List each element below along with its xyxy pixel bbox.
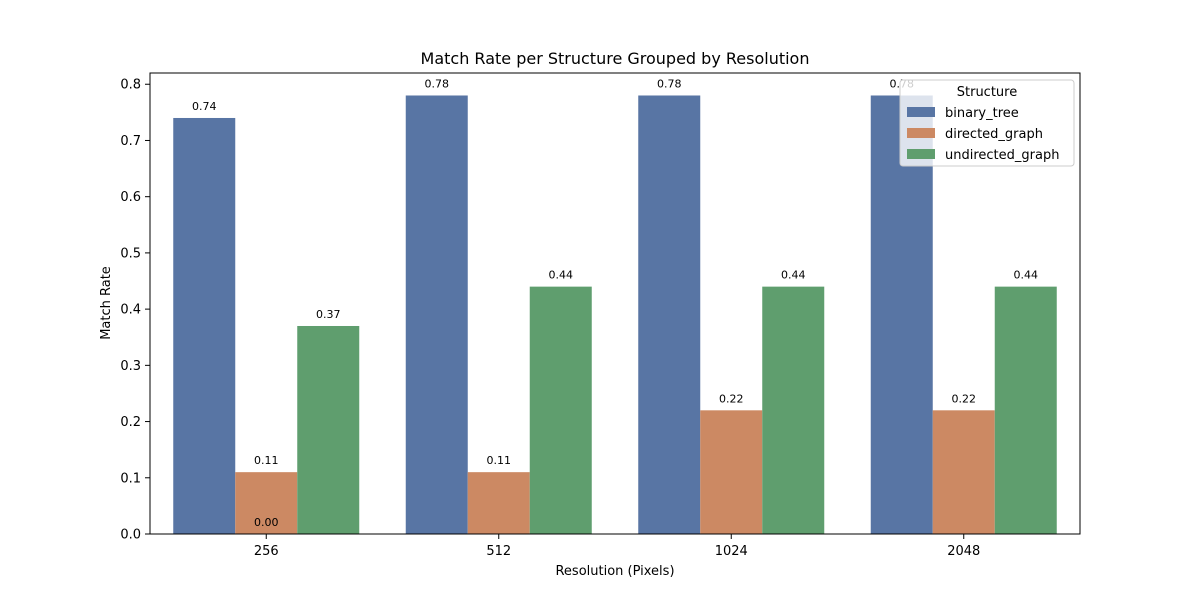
legend-swatch-undirected_graph (907, 149, 935, 159)
bar-undirected_graph-1024 (762, 286, 825, 534)
data-label-undirected_graph-256: 0.37 (316, 308, 341, 321)
legend: Structure binary_tree directed_graphundire… (899, 79, 1075, 167)
legend-swatch-directed_graph (907, 128, 935, 138)
bar-directed_graph-256 (235, 472, 298, 534)
bar-binary_tree-512 (405, 95, 468, 535)
y-tick-label: 0.5 (120, 246, 141, 261)
y-axis-label: Match Rate (99, 266, 114, 340)
data-label-undirected_graph-1024: 0.44 (781, 269, 806, 282)
y-tick-label: 0.8 (120, 78, 141, 93)
x-axis-label: Resolution (Pixels) (555, 564, 674, 579)
data-label-binary_tree-512: 0.78 (425, 77, 450, 90)
data-label-directed_graph-512: 0.11 (487, 454, 512, 467)
legend-title: Structure (957, 85, 1017, 100)
y-tick-label: 0.7 (120, 134, 141, 149)
legend-swatch-binary_tree (907, 107, 935, 117)
data-label-directed_graph-256: 0.11 (254, 454, 279, 467)
bar-undirected_graph-256 (297, 325, 360, 534)
y-tick-label: 0.2 (120, 415, 141, 430)
y-tick-label: 0.6 (120, 190, 141, 205)
bar-directed_graph-512 (467, 472, 530, 534)
data-label-undirected_graph-2048: 0.44 (1014, 269, 1039, 282)
bar-undirected_graph-2048 (994, 286, 1057, 534)
data-labels-layer: 0.740.110.370.780.110.440.780.220.440.78… (192, 77, 1038, 529)
bar-binary_tree-1024 (638, 95, 701, 535)
y-tick-label: 0.1 (120, 471, 141, 486)
y-tick-label: 0.0 (120, 528, 141, 543)
bar-undirected_graph-512 (529, 286, 592, 534)
legend-label-undirected_graph: undirected_graph (945, 148, 1059, 163)
data-label-undirected_graph-512: 0.44 (549, 269, 574, 282)
data-label-binary_tree-256: 0.74 (192, 100, 217, 113)
y-tick-label: 0.3 (120, 359, 141, 374)
bar-binary_tree-256 (173, 117, 236, 534)
data-label-directed_graph-1024: 0.22 (719, 392, 744, 405)
data-label-binary_tree-1024: 0.78 (657, 77, 682, 90)
axes-frame (149, 72, 1081, 535)
chart-title: Match Rate per Structure Grouped by Reso… (421, 49, 810, 68)
legend-label-directed_graph: directed_graph (945, 127, 1043, 142)
bars-layer (173, 95, 1057, 535)
bar-directed_graph-2048 (932, 410, 995, 534)
bar-binary_tree-2048 (870, 95, 933, 535)
y-tick-label: 0.4 (120, 303, 141, 318)
legend-box (899, 79, 1075, 167)
x-tick-label: 1024 (715, 544, 748, 559)
x-tick-label: 2048 (947, 544, 980, 559)
bar-directed_graph-1024 (700, 410, 763, 534)
x-tick-label: 256 (254, 544, 279, 559)
annotation-label: 0.00 (254, 516, 279, 529)
axes-layer: 0.0 0.1 0.2 0.3 0.4 0.5 0.6 0.7 0.8 256 512 1024 204… (120, 72, 1081, 559)
legend-label-binary_tree: binary_tree (945, 106, 1019, 121)
x-tick-label: 512 (486, 544, 511, 559)
data-label-directed_graph-2048: 0.22 (952, 392, 977, 405)
